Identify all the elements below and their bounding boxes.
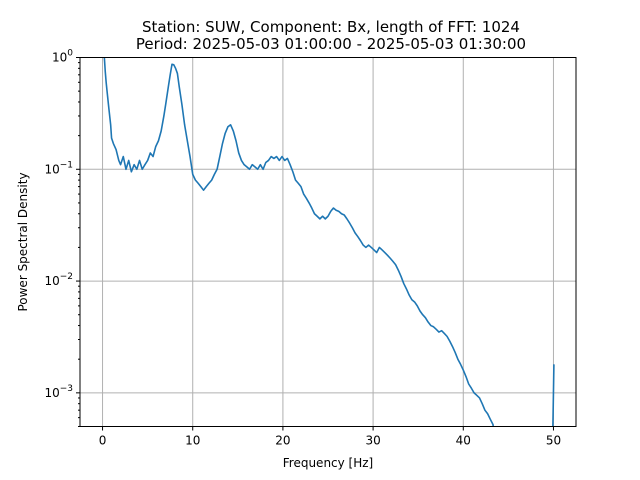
y-tick-base: 10: [52, 51, 67, 65]
y-axis-label: Power Spectral Density: [16, 172, 30, 311]
y-tick-base: 10: [44, 162, 59, 176]
x-tick-label: 20: [275, 434, 290, 448]
x-tick-label: 50: [546, 434, 561, 448]
y-tick-label: 10−3: [44, 384, 73, 400]
y-tick-exponent: 0: [67, 49, 73, 59]
y-tick-label: 10−2: [44, 272, 73, 288]
y-tick-base: 10: [44, 274, 59, 288]
y-tick-exponent: −3: [60, 384, 73, 394]
plot-area: [103, 57, 555, 427]
y-tick-exponent: −2: [60, 272, 73, 282]
x-axis-ticks: 0 10 20 30 40 50: [99, 426, 561, 448]
x-tick-label: 10: [185, 434, 200, 448]
psd-series-line: [103, 57, 555, 427]
x-axis-label: Frequency [Hz]: [283, 456, 374, 470]
y-tick-base: 10: [44, 386, 59, 400]
chart-title-line1: Station: SUW, Component: Bx, length of F…: [142, 18, 520, 36]
y-tick-label: 100: [52, 49, 73, 65]
x-tick-label: 40: [456, 434, 471, 448]
axes-frame: [79, 57, 577, 427]
grid: [80, 57, 576, 427]
x-tick-label: 30: [365, 434, 380, 448]
y-tick-exponent: −1: [60, 160, 73, 170]
y-tick-label: 10−1: [44, 160, 73, 176]
chart-title-line2: Period: 2025-05-03 01:00:00 - 2025-05-03…: [136, 35, 526, 53]
x-tick-label: 0: [99, 434, 107, 448]
